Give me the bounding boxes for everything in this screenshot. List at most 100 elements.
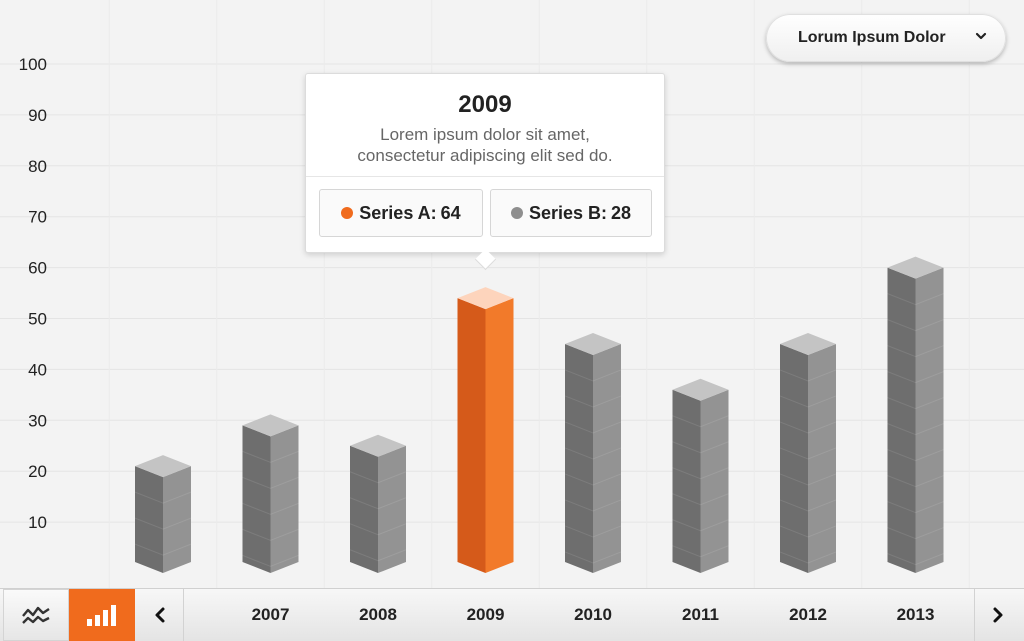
bar-2011[interactable] bbox=[672, 378, 729, 573]
series-dropdown[interactable]: Lorum Ipsum Dolor bbox=[766, 14, 1006, 62]
bar-right-face bbox=[270, 425, 299, 573]
y-tick-label: 80 bbox=[28, 157, 47, 176]
y-tick-label: 10 bbox=[28, 513, 47, 532]
y-tick-label: 90 bbox=[28, 106, 47, 125]
bar-left-face bbox=[135, 466, 163, 573]
y-tick-label: 40 bbox=[28, 360, 47, 379]
tooltip-description-line2: consectetur adipiscing elit sed do. bbox=[357, 146, 613, 165]
bar-top-face bbox=[565, 332, 621, 355]
bar-left-face bbox=[887, 267, 916, 573]
bar-segment-line bbox=[564, 421, 622, 434]
bar-segment-line bbox=[672, 545, 729, 558]
bar-2013[interactable] bbox=[887, 256, 944, 573]
year-label-2010[interactable]: 2010 bbox=[574, 605, 612, 624]
year-label-2008[interactable]: 2008 bbox=[359, 605, 397, 624]
series-b-name: Series B bbox=[528, 202, 601, 223]
year-label-2011[interactable]: 2011 bbox=[682, 605, 719, 624]
bar-segment-line bbox=[564, 499, 622, 512]
bar-right-face bbox=[700, 389, 729, 573]
bar-2006[interactable] bbox=[134, 455, 192, 573]
bar-segment-line bbox=[887, 449, 944, 462]
bar-segment-line bbox=[887, 371, 944, 384]
bar-2007[interactable] bbox=[242, 414, 299, 573]
bottom-nav-bar: 2007 2008 2009 2010 2011 2012 2013 bbox=[0, 588, 1024, 641]
bar-segment-line bbox=[242, 554, 299, 567]
tooltip-description-line1: Lorem ipsum dolor sit amet, bbox=[380, 125, 590, 144]
bar-segment-line bbox=[887, 527, 944, 540]
bar-left-face bbox=[780, 343, 808, 573]
next-button[interactable] bbox=[974, 589, 1021, 641]
y-tick-label: 100 bbox=[19, 55, 47, 74]
bar-segment-line bbox=[242, 528, 299, 541]
series-a-chip: Series A: 64 bbox=[319, 189, 483, 237]
series-a-value: 64 bbox=[440, 202, 461, 223]
bar-right-face bbox=[163, 466, 191, 573]
bar-segment-line bbox=[672, 441, 729, 454]
previous-button[interactable] bbox=[137, 589, 184, 641]
bar-segment-line bbox=[564, 525, 622, 538]
bar-segment-line bbox=[779, 395, 837, 408]
bar-segment-line bbox=[887, 293, 944, 306]
bar-segment-line bbox=[134, 491, 192, 504]
bar-left-face bbox=[457, 298, 486, 573]
bar-left-face bbox=[565, 343, 593, 573]
bar-2008[interactable] bbox=[349, 434, 407, 573]
bar-segment-line bbox=[349, 549, 407, 562]
bar-top-face bbox=[887, 256, 944, 279]
y-axis-ticks: 10 20 30 40 50 60 70 80 90 100 bbox=[19, 55, 47, 532]
data-tooltip: 2009 Lorem ipsum dolor sit amet, consect… bbox=[305, 73, 665, 271]
series-a-name: Series A bbox=[359, 202, 431, 223]
bar-segment-line bbox=[242, 476, 299, 489]
series-a-separator: : bbox=[430, 202, 437, 223]
line-chart-icon bbox=[22, 606, 50, 624]
bar-segment-line bbox=[887, 553, 944, 566]
series-b-chip: Series B: 28 bbox=[490, 189, 652, 237]
y-tick-label: 60 bbox=[28, 259, 47, 278]
bar-left-face bbox=[242, 425, 271, 573]
bar-segment-line bbox=[564, 551, 622, 564]
y-tick-label: 70 bbox=[28, 208, 47, 227]
bar-right-face bbox=[915, 267, 944, 573]
bar-segment-line bbox=[779, 525, 837, 538]
bar-left-face bbox=[350, 445, 378, 573]
series-b-value: 28 bbox=[611, 202, 632, 223]
year-label-2012[interactable]: 2012 bbox=[789, 605, 827, 624]
year-label-2009[interactable]: 2009 bbox=[466, 605, 505, 624]
bar-top-face bbox=[242, 414, 299, 437]
year-labels: 2007 2008 2009 2010 2011 2012 2013 bbox=[184, 589, 974, 641]
bar-segment-line bbox=[349, 471, 407, 484]
bar-top-face bbox=[457, 287, 514, 310]
bar-segment-line bbox=[564, 447, 622, 460]
bar-segment-line bbox=[779, 473, 837, 486]
bar-chart-icon bbox=[87, 605, 116, 626]
y-tick-label: 30 bbox=[28, 411, 47, 430]
series-b-separator: : bbox=[601, 202, 607, 223]
bar-left-face bbox=[672, 389, 701, 573]
year-label-2013[interactable]: 2013 bbox=[896, 605, 935, 624]
tooltip-divider bbox=[306, 176, 664, 177]
bar-segment-line bbox=[672, 493, 729, 506]
bar-segment-line bbox=[779, 551, 837, 564]
bar-segment-line bbox=[349, 497, 407, 510]
bar-segment-line bbox=[887, 423, 944, 436]
bar-segment-line bbox=[134, 543, 192, 556]
line-chart-mode-button[interactable] bbox=[3, 589, 69, 641]
bar-right-face bbox=[593, 343, 621, 573]
y-tick-label: 20 bbox=[28, 462, 47, 481]
year-label-2007[interactable]: 2007 bbox=[251, 605, 290, 624]
bar-segment-line bbox=[887, 475, 944, 488]
bar-segment-line bbox=[887, 397, 944, 410]
bar-segment-line bbox=[887, 345, 944, 358]
bar-segment-line bbox=[672, 467, 729, 480]
bar-segment-line bbox=[887, 501, 944, 514]
bar-segment-line bbox=[779, 499, 837, 512]
dropdown-label: Lorum Ipsum Dolor bbox=[798, 29, 946, 46]
bar-segment-line bbox=[779, 421, 837, 434]
bar-2010[interactable] bbox=[564, 332, 622, 573]
bar-chart-mode-button[interactable] bbox=[69, 589, 135, 641]
bar-2009[interactable] bbox=[457, 287, 514, 573]
bar-segment-line bbox=[349, 523, 407, 536]
bar-2012[interactable] bbox=[779, 332, 837, 573]
y-tick-label: 50 bbox=[28, 310, 47, 329]
bar-right-face bbox=[485, 298, 514, 573]
